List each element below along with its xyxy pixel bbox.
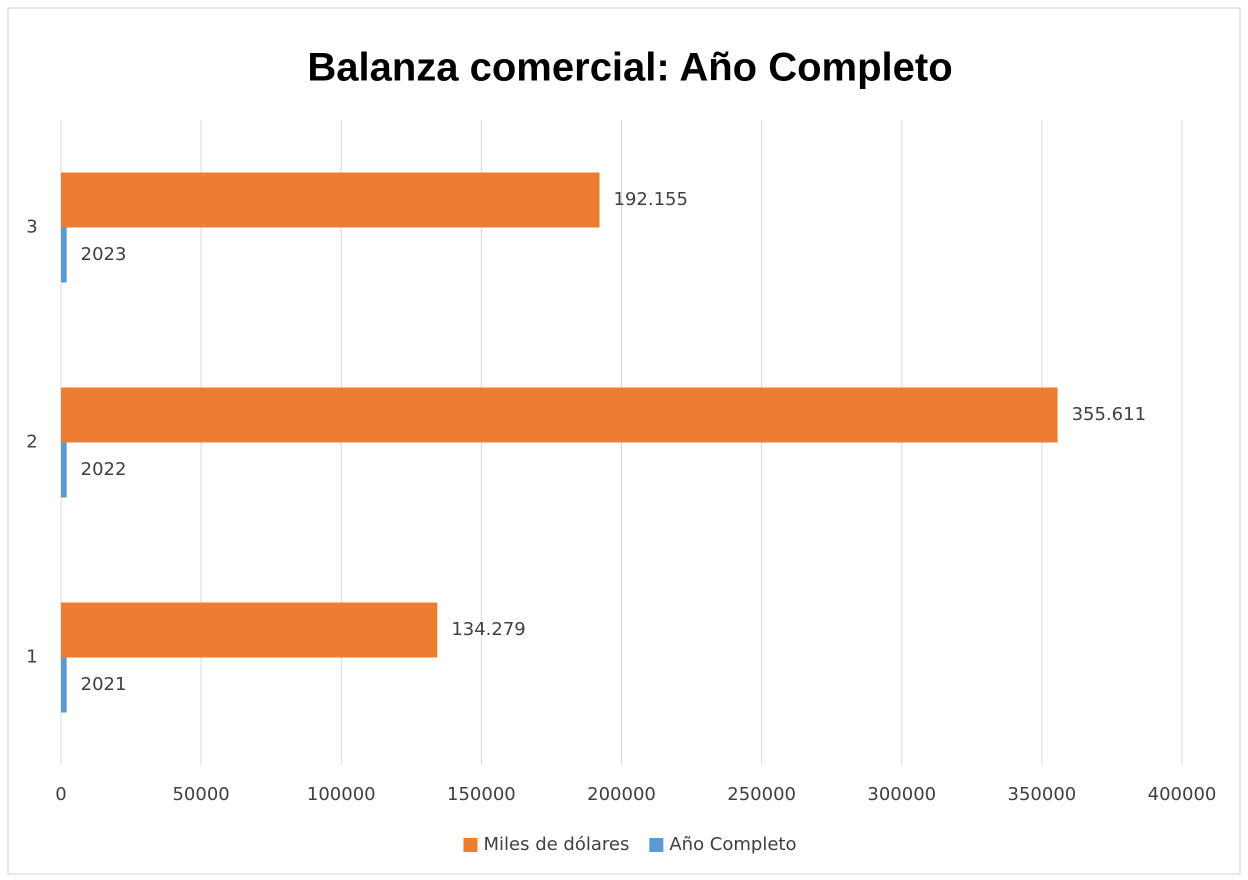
bar [61,227,67,283]
y-tick-label: 1 [26,647,37,668]
x-tick-label: 300000 [867,784,936,805]
x-tick-label: 0 [55,784,66,805]
chart-title: Balanza comercial: Año Completo [307,46,952,90]
bar [61,172,600,228]
x-tick-label: 400000 [1148,784,1217,805]
x-tick-label: 50000 [172,784,229,805]
x-tick-label: 100000 [307,784,376,805]
y-tick-label: 2 [26,432,37,453]
bar [61,387,1058,443]
x-tick-label: 150000 [447,784,516,805]
legend-label: Año Completo [669,834,796,855]
data-label: 192.155 [614,189,688,210]
data-label: 2021 [81,674,127,695]
data-label: 355.611 [1072,404,1146,425]
data-label: 2023 [81,244,127,265]
bar [61,657,67,713]
x-tick-label: 350000 [1008,784,1077,805]
data-label: 134.279 [451,619,525,640]
bar [61,602,438,658]
x-tick-label: 200000 [587,784,656,805]
legend-swatch [463,838,478,852]
y-tick-label: 3 [26,217,37,238]
data-label: 2022 [81,459,127,480]
legend-label: Miles de dólares [483,834,629,855]
bar [61,442,67,498]
x-tick-label: 250000 [727,784,796,805]
legend-swatch [649,838,664,852]
